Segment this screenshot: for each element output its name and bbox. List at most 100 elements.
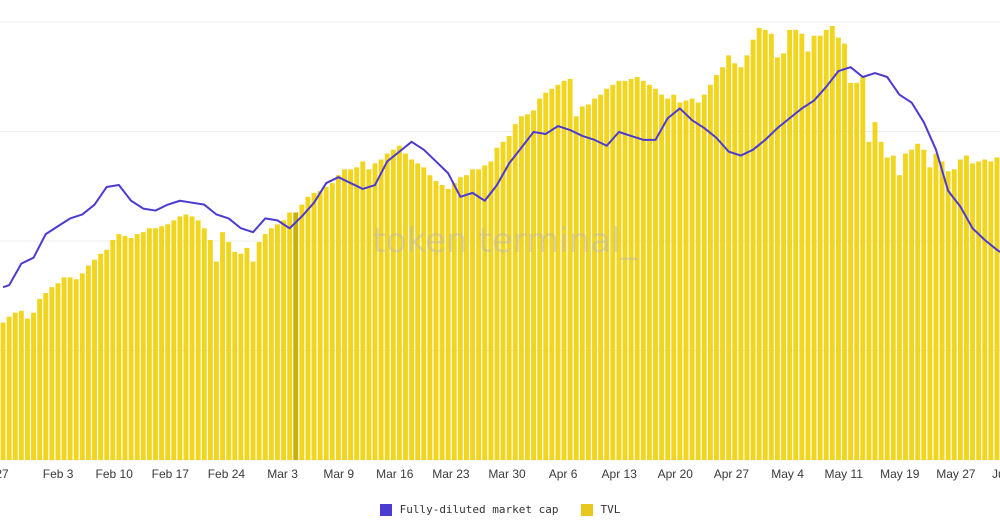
tvl-bar[interactable] [768, 33, 774, 460]
tvl-bar[interactable] [677, 102, 683, 460]
tvl-bar[interactable] [524, 114, 530, 460]
tvl-bar[interactable] [104, 249, 110, 460]
tvl-bar[interactable] [415, 163, 421, 461]
tvl-bar[interactable] [915, 143, 921, 460]
tvl-bar[interactable] [214, 261, 219, 460]
tvl-bar[interactable] [183, 214, 189, 460]
tvl-bar[interactable] [854, 82, 860, 460]
tvl-bar[interactable] [372, 163, 378, 461]
tvl-bar[interactable] [774, 57, 780, 460]
tvl-bar[interactable] [628, 78, 634, 461]
tvl-bar[interactable] [323, 186, 329, 461]
tvl-bar[interactable] [299, 204, 305, 460]
tvl-bar[interactable] [311, 192, 317, 460]
tvl-bar[interactable] [640, 80, 646, 461]
tvl-bar[interactable] [293, 212, 299, 460]
tvl-bar[interactable] [653, 88, 658, 460]
tvl-bar[interactable] [921, 149, 927, 461]
tvl-bar[interactable] [957, 159, 963, 461]
tvl-bar[interactable] [262, 234, 268, 460]
tvl-bar[interactable] [482, 165, 488, 460]
tvl-bar[interactable] [543, 92, 549, 461]
tvl-bar[interactable] [817, 35, 823, 460]
tvl-bar[interactable] [903, 153, 908, 460]
tvl-bar[interactable] [98, 253, 104, 460]
tvl-bar[interactable] [866, 141, 872, 460]
tvl-bar[interactable] [787, 29, 793, 461]
tvl-bar[interactable] [287, 212, 293, 460]
tvl-bar[interactable] [110, 240, 116, 460]
tvl-bar[interactable] [281, 220, 286, 460]
tvl-bar[interactable] [140, 232, 146, 460]
tvl-bar[interactable] [220, 232, 226, 460]
tvl-bar[interactable] [421, 167, 427, 460]
tvl-bar[interactable] [823, 29, 829, 461]
tvl-bar[interactable] [646, 84, 652, 460]
legend-item-fdmc[interactable]: Fully-diluted market cap [379, 503, 559, 516]
tvl-bar[interactable] [153, 228, 158, 460]
tvl-bar[interactable] [49, 287, 55, 460]
tvl-bar[interactable] [634, 77, 640, 460]
tvl-bar[interactable] [232, 251, 238, 460]
tvl-bar[interactable] [982, 159, 988, 461]
tvl-bar[interactable] [0, 322, 6, 460]
tvl-bar[interactable] [6, 316, 12, 460]
tvl-bar[interactable] [348, 169, 354, 460]
tvl-bar[interactable] [55, 283, 61, 460]
tvl-bar[interactable] [732, 63, 738, 460]
tvl-bar[interactable] [159, 226, 165, 460]
tvl-bar[interactable] [567, 78, 573, 461]
tvl-bar[interactable] [964, 155, 969, 460]
tvl-bar[interactable] [317, 190, 323, 460]
tvl-bar[interactable] [226, 241, 232, 460]
tvl-bar[interactable] [793, 29, 799, 461]
tvl-bar[interactable] [890, 155, 896, 460]
tvl-bar[interactable] [506, 135, 512, 461]
tvl-bar[interactable] [909, 149, 915, 461]
tvl-bar[interactable] [274, 224, 280, 460]
tvl-bar[interactable] [951, 169, 957, 460]
tvl-bar[interactable] [207, 240, 213, 460]
tvl-bar[interactable] [805, 51, 811, 461]
tvl-bar[interactable] [31, 312, 36, 460]
tvl-bar[interactable] [549, 88, 555, 460]
tvl-bar[interactable] [762, 29, 768, 461]
tvl-bar[interactable] [464, 175, 469, 460]
tvl-bar[interactable] [134, 234, 140, 460]
tvl-bar[interactable] [24, 318, 30, 460]
tvl-bar[interactable] [85, 265, 91, 460]
tvl-bar[interactable] [835, 37, 841, 461]
tvl-bar[interactable] [744, 55, 750, 460]
tvl-bar[interactable] [128, 238, 134, 460]
legend-item-tvl[interactable]: TVL [580, 503, 620, 516]
tvl-bar[interactable] [116, 234, 122, 460]
tvl-bar[interactable] [927, 167, 933, 460]
tvl-bar[interactable] [842, 43, 847, 461]
tvl-bar[interactable] [439, 185, 445, 460]
tvl-bar[interactable] [872, 122, 878, 461]
tvl-bar[interactable] [933, 153, 939, 460]
tvl-bar[interactable] [342, 169, 347, 460]
tvl-bar[interactable] [256, 241, 262, 460]
tvl-bar[interactable] [61, 277, 67, 460]
tvl-bar[interactable] [512, 124, 518, 460]
tvl-bar[interactable] [878, 141, 884, 460]
tvl-bar[interactable] [531, 110, 536, 460]
tvl-bar[interactable] [122, 236, 128, 460]
tvl-bar[interactable] [665, 98, 671, 460]
tvl-bar[interactable] [335, 175, 341, 460]
tvl-bar[interactable] [756, 27, 762, 460]
tvl-bar[interactable] [67, 277, 73, 460]
tvl-bar[interactable] [18, 310, 24, 460]
tvl-bar[interactable] [720, 67, 726, 461]
tvl-bar[interactable] [659, 94, 665, 461]
tvl-bar[interactable] [585, 104, 591, 461]
tvl-bar[interactable] [165, 224, 171, 460]
tvl-bar[interactable] [604, 88, 610, 460]
tvl-bar[interactable] [433, 181, 439, 460]
tvl-bar[interactable] [970, 163, 976, 461]
tvl-bar[interactable] [43, 293, 49, 460]
tvl-bar[interactable] [829, 25, 835, 461]
tvl-bar[interactable] [738, 67, 744, 461]
tvl-bar[interactable] [366, 169, 372, 460]
